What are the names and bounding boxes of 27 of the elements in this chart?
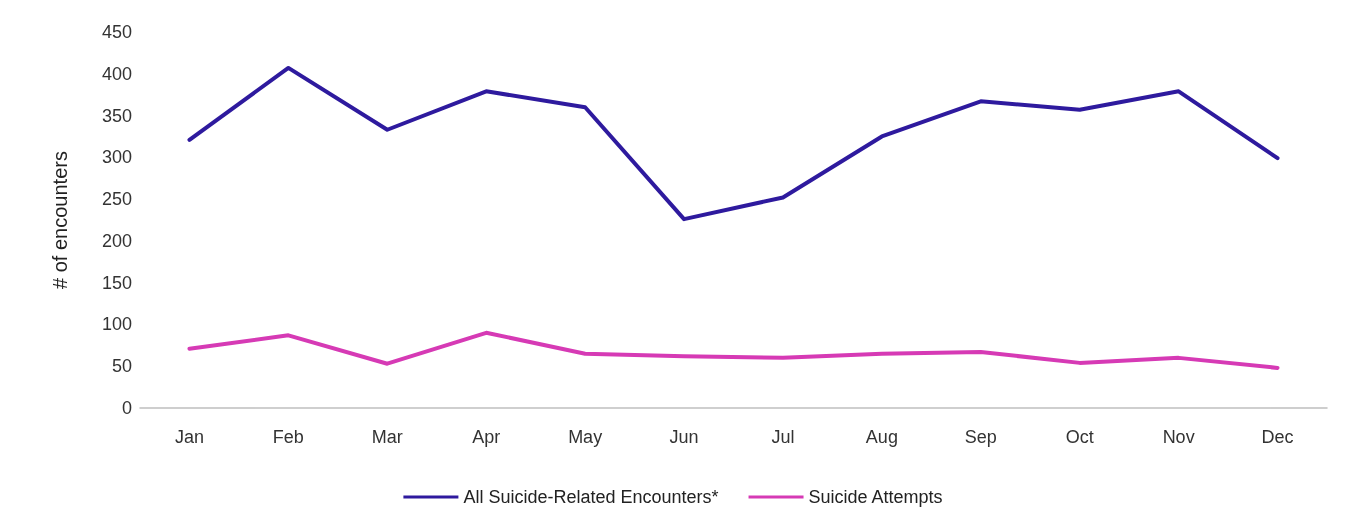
x-tick-label: Sep bbox=[964, 427, 997, 447]
x-tick-label: Aug bbox=[865, 427, 898, 447]
legend-label: All Suicide-Related Encounters* bbox=[463, 487, 719, 507]
y-tick-label: 150 bbox=[101, 272, 132, 293]
y-tick-label: 400 bbox=[101, 63, 132, 84]
y-tick-label: 350 bbox=[101, 105, 132, 126]
y-tick-label: 0 bbox=[121, 398, 132, 418]
y-tick-label: 250 bbox=[101, 189, 132, 210]
y-tick-label: 300 bbox=[101, 147, 132, 168]
y-tick-label: 100 bbox=[101, 314, 132, 335]
x-tick-label: Jul bbox=[771, 427, 795, 447]
y-tick-label: 200 bbox=[101, 230, 132, 251]
x-tick-label: Feb bbox=[272, 427, 304, 447]
legend-label: Suicide Attempts bbox=[808, 487, 943, 507]
x-tick-label: Mar bbox=[371, 427, 403, 447]
x-tick-label: Jan bbox=[174, 427, 204, 447]
y-axis-title: # of encounters bbox=[49, 151, 71, 289]
y-tick-label: 50 bbox=[111, 356, 132, 377]
x-tick-label: Jun bbox=[669, 427, 699, 447]
line-series bbox=[187, 65, 1280, 222]
x-tick-label: Nov bbox=[1162, 427, 1195, 447]
x-tick-label: Dec bbox=[1261, 427, 1294, 447]
x-tick-label: Apr bbox=[472, 427, 501, 447]
y-tick-label: 450 bbox=[101, 22, 132, 42]
x-tick-label: May bbox=[568, 427, 603, 447]
x-tick-label: Oct bbox=[1065, 427, 1094, 447]
line-series bbox=[187, 330, 1280, 370]
